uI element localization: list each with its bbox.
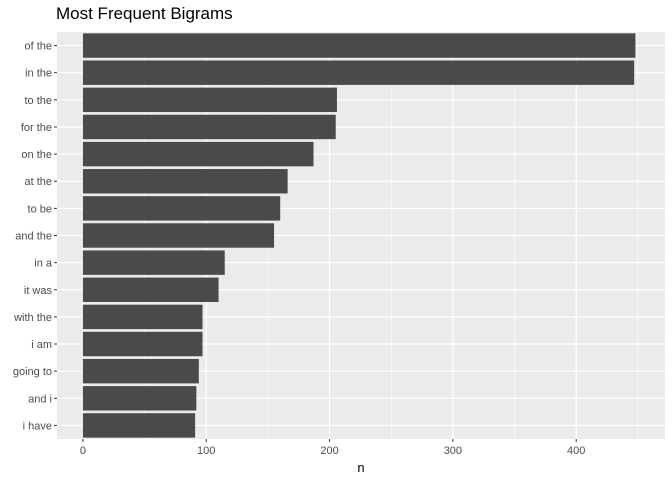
y-tick-label: in the	[25, 68, 52, 80]
y-tick-label: i have	[23, 420, 52, 432]
bar	[82, 196, 281, 221]
y-tick-label: and the	[15, 231, 52, 243]
bar	[82, 413, 196, 438]
y-tick-label: for the	[21, 122, 52, 134]
y-tick-label: at the	[24, 176, 52, 188]
y-tick-label: with the	[13, 312, 52, 324]
y-tick-label: and i	[28, 393, 52, 405]
bar	[82, 60, 635, 85]
y-tick-label: it was	[24, 285, 53, 297]
y-tick-label: to be	[28, 203, 52, 215]
y-tick-label: to the	[24, 95, 52, 107]
bar	[82, 169, 288, 194]
bar	[82, 223, 275, 248]
bar	[82, 331, 203, 357]
bar	[82, 114, 336, 140]
bar	[82, 277, 219, 302]
bar	[82, 358, 199, 384]
x-tick-label: 300	[444, 445, 462, 457]
bar	[82, 304, 203, 330]
bar	[82, 87, 337, 113]
x-tick-label: 0	[80, 445, 86, 457]
y-tick-label: of the	[24, 41, 52, 53]
y-tick-label: going to	[13, 366, 52, 378]
x-axis-title: n	[357, 460, 364, 475]
x-tick-label: 200	[320, 445, 338, 457]
y-tick-label: in a	[34, 258, 53, 270]
bar	[82, 33, 636, 58]
chart-title: Most Frequent Bigrams	[56, 4, 233, 23]
bar	[82, 250, 225, 275]
bar	[82, 141, 314, 167]
x-tick-label: 400	[567, 445, 585, 457]
x-tick-label: 100	[197, 445, 215, 457]
bar	[82, 386, 197, 411]
y-tick-label: on the	[21, 149, 52, 161]
y-tick-label: i am	[31, 339, 52, 351]
